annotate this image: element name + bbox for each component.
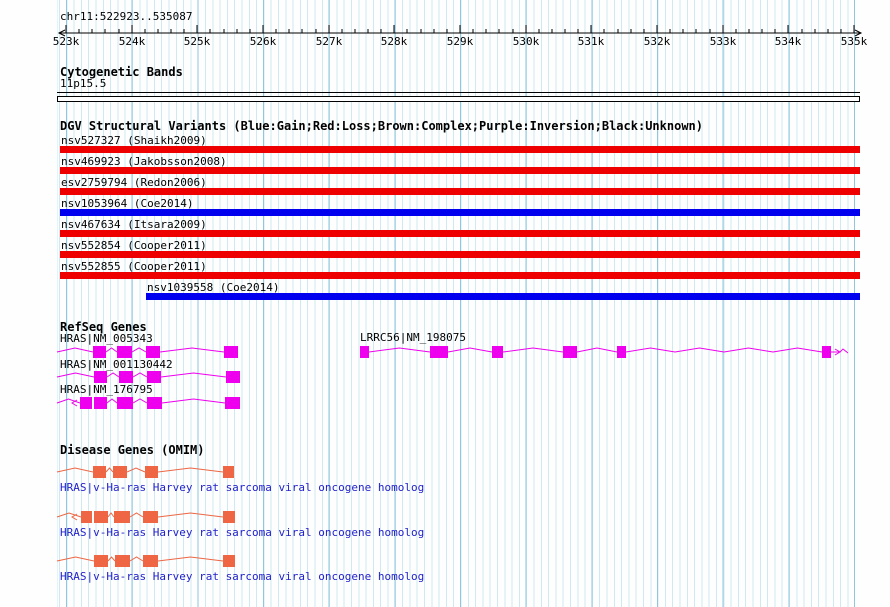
cytoband-divider: [57, 92, 860, 93]
exon-box[interactable]: [224, 346, 238, 358]
exon-box[interactable]: [360, 346, 369, 358]
ruler-tick-label: 524k: [118, 35, 146, 48]
variant-label: nsv552854 (Cooper2011): [61, 239, 207, 252]
exon-box[interactable]: [94, 397, 107, 409]
omim-gene-hras-1[interactable]: [56, 466, 234, 478]
variant-bar[interactable]: [60, 209, 860, 216]
variant-label: esv2759794 (Redon2006): [61, 176, 207, 189]
variant-bar[interactable]: [60, 188, 860, 195]
refseq-section-header: RefSeq Genes: [60, 320, 147, 334]
refseq-gene-hras-nm-176795[interactable]: [56, 397, 240, 409]
refseq-gene-label[interactable]: LRRC56|NM_198075: [360, 331, 466, 344]
exon-box[interactable]: [822, 346, 831, 358]
intron-line: [56, 347, 225, 353]
intron-line: [56, 512, 224, 518]
exon-box[interactable]: [223, 511, 235, 523]
ruler-tick-label: 530k: [512, 35, 540, 48]
region-title: chr11:522923..535087: [60, 10, 193, 23]
exon-box[interactable]: [223, 555, 235, 567]
exon-box[interactable]: [143, 511, 158, 523]
ruler-tick-label: 527k: [315, 35, 343, 48]
exon-box[interactable]: [94, 371, 107, 383]
omim-section-header: Disease Genes (OMIM): [60, 443, 205, 457]
ruler-tick-label: 528k: [380, 35, 408, 48]
ruler-tick-label: 531k: [577, 35, 605, 48]
exon-box[interactable]: [93, 346, 106, 358]
intron-line: [56, 467, 224, 473]
ruler-tick-label: 533k: [709, 35, 737, 48]
refseq-gene-label[interactable]: HRAS|NM_176795: [60, 383, 153, 396]
exon-box[interactable]: [143, 555, 158, 567]
refseq-gene-hras-nm-005343[interactable]: [56, 346, 238, 358]
cytobands-section-header: Cytogenetic Bands: [60, 65, 183, 79]
refseq-gene-hras-nm-001130442[interactable]: [56, 371, 240, 383]
ruler-tick-label: 526k: [249, 35, 277, 48]
variant-label: nsv467634 (Itsara2009): [61, 218, 207, 231]
exon-box[interactable]: [147, 397, 162, 409]
exon-box[interactable]: [117, 346, 132, 358]
refseq-gene-label[interactable]: HRAS|NM_005343: [60, 332, 153, 345]
variant-label: nsv1053964 (Coe2014): [61, 197, 194, 210]
exon-box[interactable]: [119, 371, 133, 383]
exon-box[interactable]: [430, 346, 448, 358]
strand-arrow-icon: [71, 399, 78, 407]
exon-box[interactable]: [113, 466, 127, 478]
ruler-right-arrow-icon: [854, 29, 863, 37]
intron-line: [368, 347, 849, 354]
omim-gene-hras-3[interactable]: [56, 555, 235, 567]
strand-arrow-icon: [71, 513, 78, 521]
variant-bar[interactable]: [60, 230, 860, 237]
intron-line: [56, 372, 227, 378]
exon-box[interactable]: [147, 371, 161, 383]
dgv-section-header: DGV Structural Variants (Blue:Gain;Red:L…: [60, 119, 703, 133]
exon-box[interactable]: [226, 371, 240, 383]
exon-box[interactable]: [117, 397, 133, 409]
ruler-tick-label: 523k: [52, 35, 80, 48]
ruler-tick-label: 525k: [183, 35, 211, 48]
variant-label: nsv469923 (Jakobsson2008): [61, 155, 227, 168]
ruler-left-arrow-icon: [57, 29, 66, 37]
variant-bar[interactable]: [60, 251, 860, 258]
variant-label: nsv552855 (Cooper2011): [61, 260, 207, 273]
variant-bar[interactable]: [146, 293, 860, 300]
ruler-tick-label: 535k: [840, 35, 868, 48]
exon-box[interactable]: [617, 346, 626, 358]
ruler-tick-label: 532k: [643, 35, 671, 48]
variant-label: nsv527327 (Shaikh2009): [61, 134, 207, 147]
exon-box[interactable]: [81, 511, 92, 523]
omim-gene-hras-2[interactable]: [56, 511, 235, 523]
omim-gene-label[interactable]: HRAS|v-Ha-ras Harvey rat sarcoma viral o…: [60, 570, 425, 583]
exon-box[interactable]: [93, 466, 106, 478]
cytoband-name: 11p15.5: [60, 77, 107, 90]
omim-gene-label[interactable]: HRAS|v-Ha-ras Harvey rat sarcoma viral o…: [60, 526, 425, 539]
exon-box[interactable]: [563, 346, 577, 358]
exon-box[interactable]: [80, 397, 92, 409]
variant-bar[interactable]: [60, 167, 860, 174]
exon-box[interactable]: [114, 511, 130, 523]
ruler-tick-label: 529k: [446, 35, 474, 48]
cytoband-ideogram[interactable]: [57, 96, 860, 102]
exon-box[interactable]: [94, 511, 108, 523]
coordinate-ruler[interactable]: [0, 0, 890, 50]
exon-box[interactable]: [146, 346, 160, 358]
variant-label: nsv1039558 (Coe2014): [147, 281, 280, 294]
intron-line: [56, 398, 226, 404]
intron-line: [56, 556, 224, 562]
exon-box[interactable]: [225, 397, 240, 409]
ruler-tick-label: 534k: [774, 35, 802, 48]
exon-box[interactable]: [94, 555, 108, 567]
refseq-gene-lrrc56-nm-198075[interactable]: [360, 346, 849, 358]
exon-box[interactable]: [145, 466, 158, 478]
exon-box[interactable]: [115, 555, 130, 567]
variant-bar[interactable]: [60, 272, 860, 279]
exon-box[interactable]: [223, 466, 234, 478]
exon-box[interactable]: [492, 346, 503, 358]
variant-bar[interactable]: [60, 146, 860, 153]
refseq-gene-label[interactable]: HRAS|NM_001130442: [60, 358, 173, 371]
strand-arrow-icon: [834, 348, 841, 356]
omim-gene-label[interactable]: HRAS|v-Ha-ras Harvey rat sarcoma viral o…: [60, 481, 425, 494]
